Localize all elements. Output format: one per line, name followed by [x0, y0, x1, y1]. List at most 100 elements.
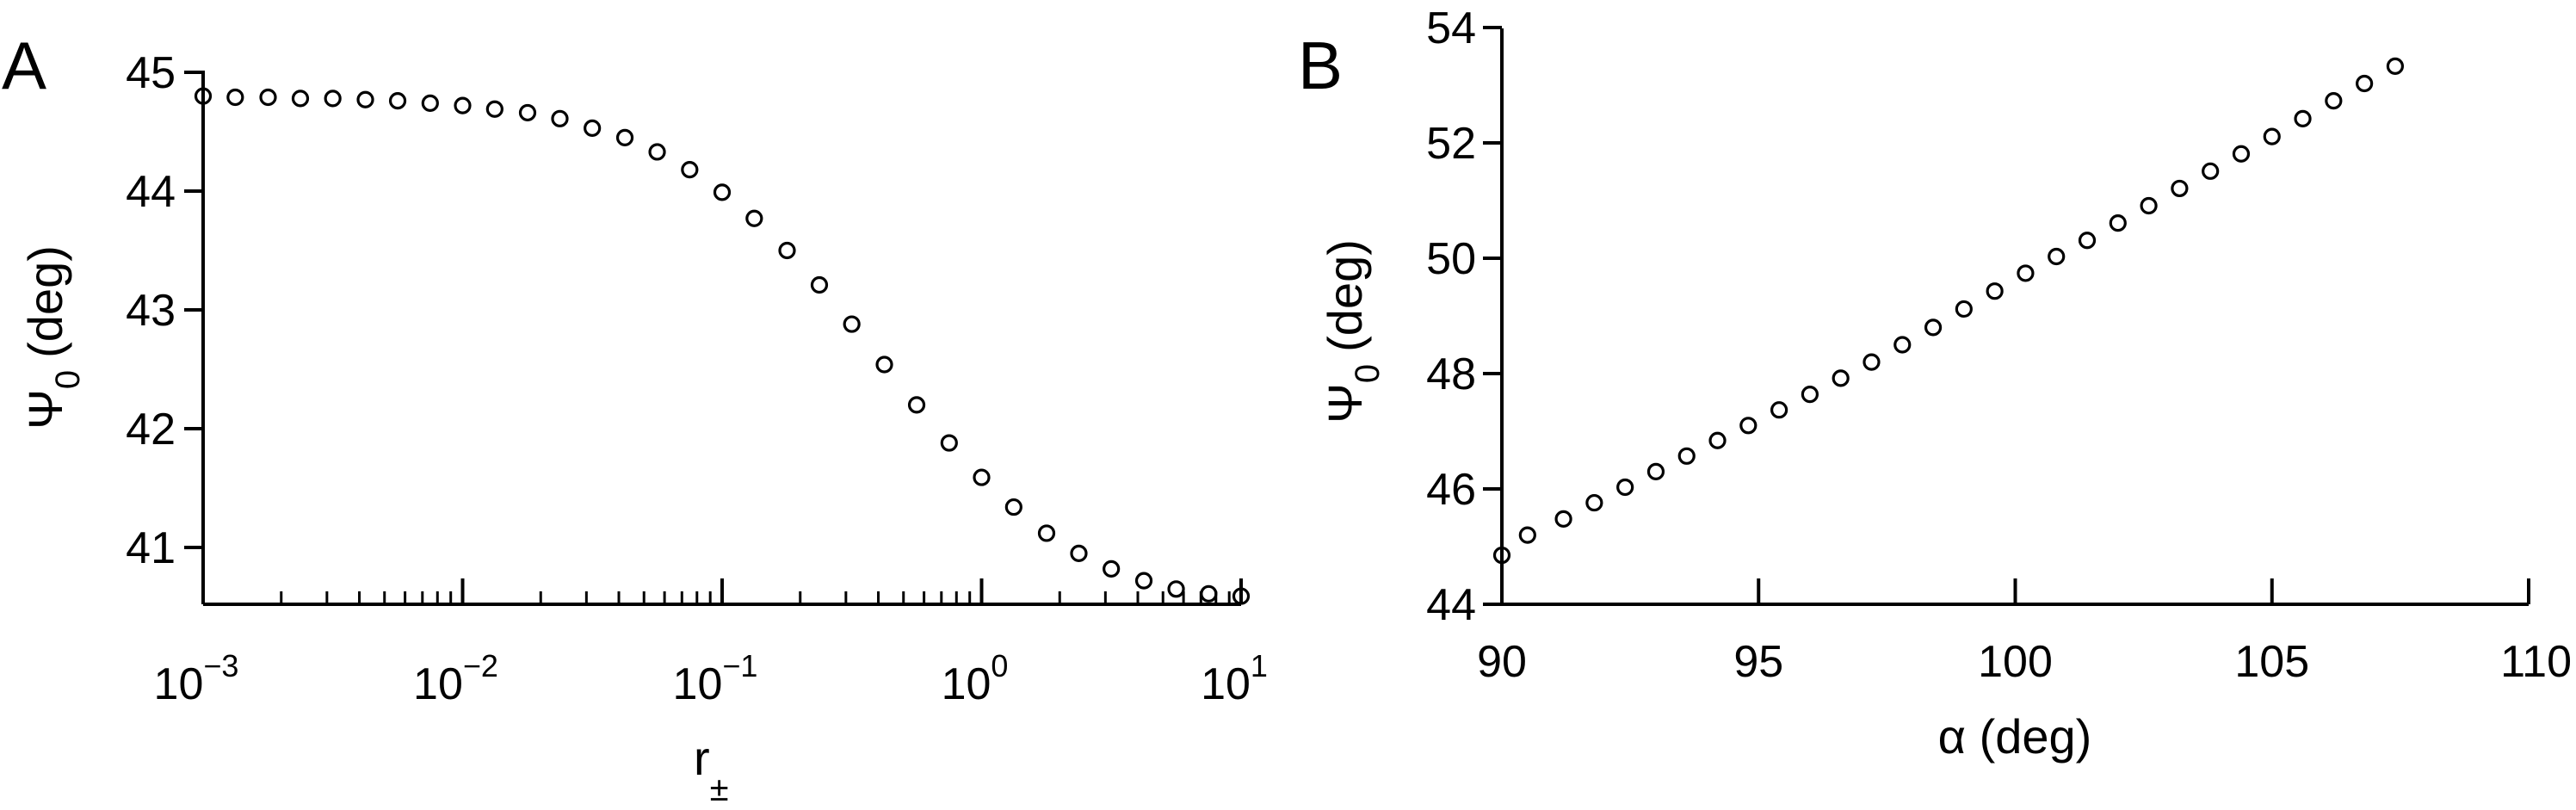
panel-a-data-point: [1134, 572, 1153, 590]
panel-b-points: [1492, 57, 2405, 565]
panel-a-data-point: [973, 468, 991, 486]
panel-a-x-tick-exponent: −3: [203, 648, 238, 683]
panel-b-data-point: [1518, 526, 1536, 544]
panel-a-y-tick-label: 44: [126, 167, 176, 217]
panel-a-data-point: [551, 109, 569, 127]
panel-b-y-ticks: 44 46 48 50 52 54: [1426, 3, 1502, 630]
panel-b-data-point: [2078, 232, 2097, 250]
panel-a-x-tick-base: 10: [154, 659, 204, 709]
panel-b-x-tick-label: 90: [1477, 637, 1527, 687]
panel-a-x-tick-exponent: 0: [991, 648, 1008, 683]
panel-a-data-point: [584, 119, 602, 137]
panel-a-data-point: [875, 356, 893, 374]
panel-b-data-point: [1646, 462, 1665, 481]
panel-a-data-point: [1037, 524, 1056, 542]
panel-a-x-tick-label: 101: [1201, 648, 1268, 709]
panel-a-data-point: [1004, 498, 1022, 516]
panel-a-data-point: [356, 90, 374, 108]
panel-b-x-tick-label: 105: [2234, 637, 2309, 687]
panel-b-data-point: [1801, 386, 1819, 404]
panel-b-y-tick-label: 44: [1426, 580, 1476, 630]
panel-a-data-point: [485, 100, 503, 118]
panel-b-data-point: [2325, 91, 2343, 110]
panel-b-y-tick-label: 52: [1426, 119, 1476, 169]
panel-b-x-axis-title: α (deg): [1938, 709, 2092, 764]
panel-b-data-point: [2171, 179, 2189, 198]
panel-a-x-tick-label: 10−2: [413, 648, 498, 709]
panel-a-data-point: [194, 87, 213, 105]
panel-a-x-tick-base: 10: [673, 659, 723, 709]
panel-a-points: [194, 87, 1251, 605]
panel-b-data-point: [1893, 336, 1912, 354]
panel-b-y-axis-title-main: Ψ: [1318, 383, 1372, 424]
panel-a-data-point: [713, 183, 732, 201]
panel-a-data-point: [226, 88, 244, 107]
panel-b-data-point: [2048, 247, 2066, 266]
panel-b-data-point: [1986, 282, 2004, 300]
panel-b-data-point: [2386, 57, 2405, 75]
panel-b-y-tick-label: 46: [1426, 465, 1476, 515]
panel-b-x-tick-label: 95: [1733, 637, 1783, 687]
panel-b-y-axis-title: Ψ0 (deg): [1318, 239, 1387, 424]
panel-a-data-point: [940, 434, 958, 452]
panel-a-y-axis-title: Ψ0 (deg): [18, 245, 87, 430]
panel-b-y-axis-title-subscript: 0: [1349, 364, 1387, 383]
panel-a-y-axis-title-subscript: 0: [49, 370, 87, 389]
panel-a-x-tick-exponent: 1: [1251, 648, 1268, 683]
panel-a-data-point: [681, 161, 699, 179]
panel-a-data-point: [324, 90, 342, 108]
panel-a-x-tick-label: 10−3: [154, 648, 239, 709]
panel-a-data-point: [518, 103, 537, 122]
panel-a-data-point: [778, 241, 796, 260]
panel-a-y-tick-label: 41: [126, 523, 176, 573]
panel-b-data-point: [2202, 162, 2220, 180]
panel-a-data-point: [843, 315, 861, 333]
panel-a-data-point: [291, 90, 310, 108]
panel-b-data-point: [1863, 353, 1881, 371]
panel-a-data-point: [421, 94, 439, 112]
panel-b-data-point: [2140, 196, 2158, 215]
panel-b-data-point: [2109, 214, 2127, 232]
panel-a-letter: A: [2, 28, 46, 103]
panel-b: B 44 46 48 50 52 54 90 95 100 105 110 α (deg) Ψ0 (…: [1298, 3, 2572, 764]
panel-a-y-axis-title-main: Ψ: [18, 389, 72, 430]
panel-a-x-axis-title-subscript: ±: [710, 770, 729, 808]
panel-a-x-tick-base: 10: [1201, 659, 1251, 709]
panel-a-x-tick-exponent: −1: [722, 648, 757, 683]
panel-a-x-tick-base: 10: [942, 659, 991, 709]
panel-b-data-point: [2356, 74, 2374, 93]
panel-a-data-point: [810, 275, 829, 294]
panel-b-x-tick-label: 110: [2500, 637, 2572, 687]
panel-a-data-point: [615, 128, 634, 146]
panel-b-x-ticks: 90 95 100 105 110: [1477, 578, 2572, 687]
panel-b-data-point: [2294, 109, 2312, 127]
panel-b-data-point: [1677, 447, 1696, 465]
panel-b-data-point: [1739, 417, 1757, 435]
panel-a-y-tick-label: 43: [126, 286, 176, 336]
panel-b-letter: B: [1298, 28, 1343, 103]
panel-b-y-tick-label: 48: [1426, 349, 1476, 399]
panel-a-data-point: [1103, 560, 1121, 578]
panel-a-x-tick-label: 100: [942, 648, 1009, 709]
panel-b-data-point: [1770, 401, 1788, 419]
panel-a-data-point: [454, 96, 472, 114]
panel-b-data-point: [2263, 127, 2281, 145]
panel-a-data-point: [259, 88, 277, 107]
panel-b-data-point: [1492, 546, 1511, 565]
panel-a-y-ticks: 41 42 43 44 45: [126, 48, 203, 573]
panel-b-y-axis-title-unit: (deg): [1318, 239, 1372, 352]
panel-a-x-axis-title: r±: [694, 731, 729, 808]
panel-b-data-point: [1708, 431, 1727, 449]
panel-a-y-axis-title-unit: (deg): [18, 245, 72, 358]
panel-b-x-tick-label: 100: [1978, 637, 2053, 687]
panel-a-x-tick-exponent: −2: [463, 648, 498, 683]
panel-b-data-point: [2017, 264, 2035, 282]
panel-b-y-tick-label: 50: [1426, 234, 1476, 284]
panel-a-data-point: [388, 92, 407, 110]
panel-a-data-point: [1200, 584, 1218, 603]
panel-a-data-point: [907, 396, 926, 414]
panel-b-data-point: [1955, 300, 1973, 318]
panel-a-data-point: [1232, 587, 1251, 605]
